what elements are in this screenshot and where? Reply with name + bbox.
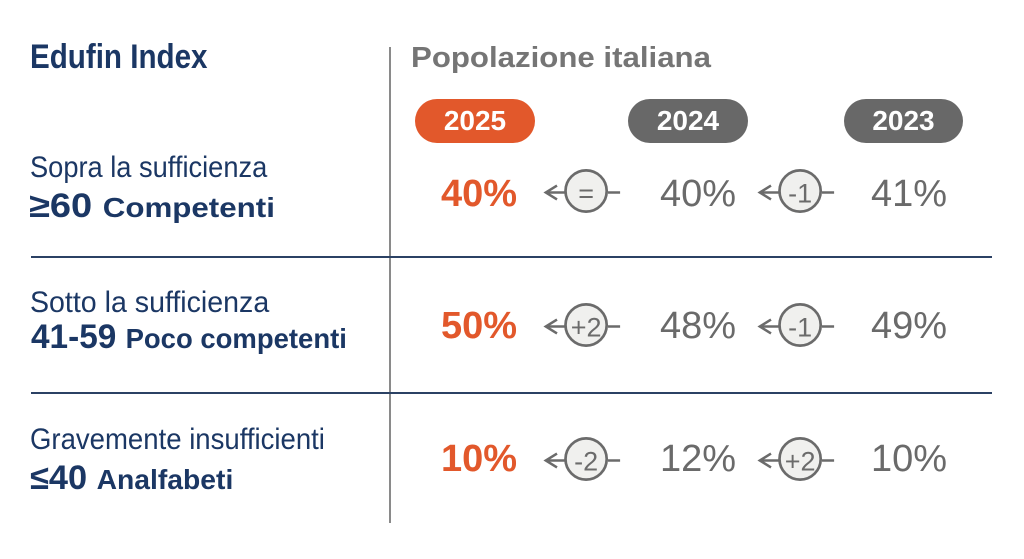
svg-text:+2: +2 (571, 312, 602, 342)
svg-text:-1: -1 (788, 312, 812, 342)
svg-text:+2: +2 (785, 446, 816, 476)
svg-text:=: = (578, 178, 594, 208)
svg-text:-1: -1 (788, 178, 812, 208)
svg-text:-2: -2 (574, 446, 598, 476)
